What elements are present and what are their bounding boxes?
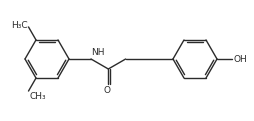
Text: OH: OH [233,54,247,64]
Text: H₃C: H₃C [11,21,27,30]
Text: NH: NH [91,48,104,57]
Text: CH₃: CH₃ [29,92,46,101]
Text: O: O [104,86,111,95]
